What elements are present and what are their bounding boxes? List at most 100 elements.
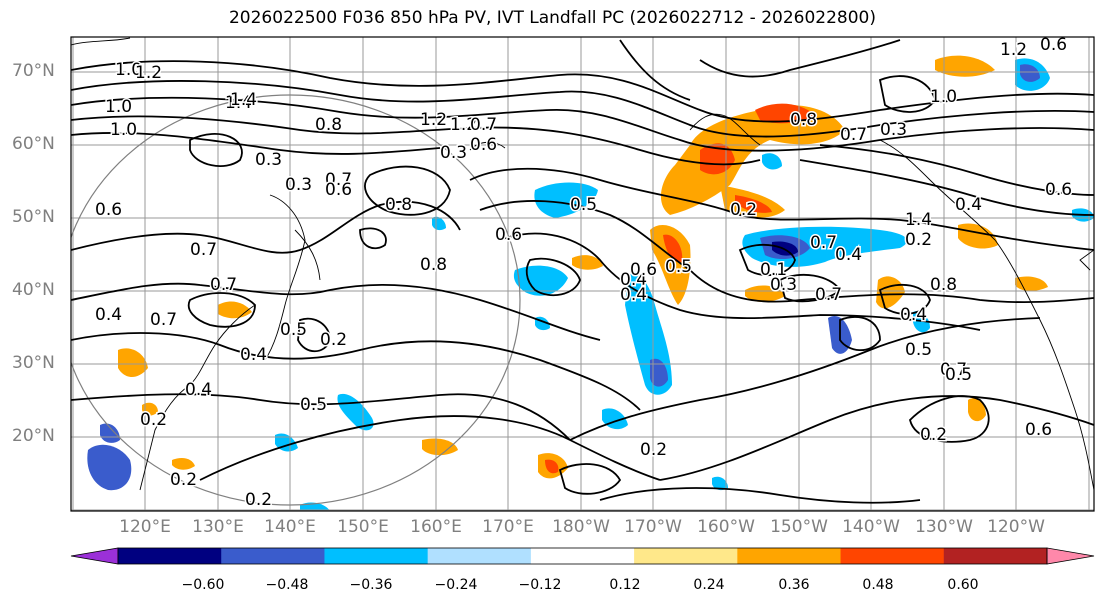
contour-label: 0.6 [95,200,122,220]
colorbar-segment [427,548,532,564]
colorbar-tick-label: 0.24 [693,577,725,593]
contour-label: 0.6 [495,225,522,245]
contour-label: 0.4 [620,285,647,305]
contour-label: 0.2 [920,425,947,445]
lon-label: 150°W [770,517,828,537]
contour-label: 0.8 [420,255,447,275]
contour-label: 1.2 [420,110,447,130]
colorbar-tick-label: 0.36 [778,577,810,593]
lon-label: 160°E [410,517,462,537]
colorbar-segment [118,548,222,564]
colorbar-tick-label: −0.24 [434,577,478,593]
lat-label: 60°N [12,134,55,154]
contour-label: 0.5 [280,320,307,340]
contour-label: 0.8 [790,110,817,130]
colorbar-extend-max [1046,547,1095,565]
contour-label: 0.7 [840,125,867,145]
contour-label: 0.8 [930,275,957,295]
contour-label: 1.0 [110,120,137,140]
contour-label: 0.7 [325,170,352,190]
contour-label: 0.3 [440,143,467,163]
contour-label: 0.3 [770,275,797,295]
lon-label: 170°E [482,517,534,537]
colorbar-tick-label: −0.12 [518,577,562,593]
contour-label: 0.4 [900,305,927,325]
contour-label: 0.2 [245,490,272,510]
coastlines [71,37,1094,491]
contour-label: 0.4 [95,305,122,325]
contour-label: 0.7 [940,360,967,380]
colorbar-segment [530,548,635,564]
contour-label: 1.0 [930,87,957,107]
contour-label: 0.5 [300,395,327,415]
colorbar-segment [324,548,429,564]
contour-label: 0.2 [170,470,197,490]
contour-label: 0.6 [1040,35,1067,55]
contour-label: 0.7 [815,285,842,305]
contour-label: 0.4 [185,380,212,400]
contour-label: 0.2 [140,410,167,430]
contour-label: 1.0 [105,97,132,117]
contour-label: 1.4 [225,93,252,113]
contour-label: 0.4 [955,195,982,215]
colorbar-tick-label: 0.60 [947,577,979,593]
lon-label: 120°E [119,517,171,537]
contour-label: 1.2 [135,63,162,83]
contour-label: 1.4 [230,90,257,110]
contour-label: 0.6 [470,135,497,155]
contour-label: 0.2 [640,440,667,460]
graticule [71,37,1094,511]
contour-label: 0.2 [730,200,757,220]
contour-label: 0.4 [620,270,647,290]
lon-label: 140°W [842,517,900,537]
contour-label: 0.4 [835,245,862,265]
contour-label: 0.6 [1045,180,1072,200]
contour-label: 1.2 [1000,40,1027,60]
lat-label: 70°N [12,61,55,81]
contour-labels: 1.01.21.41.01.00.30.60.80.71.20.30.30.70… [94,35,1074,511]
colorbar-frame [117,547,1048,565]
lon-label: 170°W [624,517,682,537]
lon-label: 180°W [552,517,610,537]
lat-label: 50°N [12,207,55,227]
contour-label: 0.8 [385,195,412,215]
negative-anomaly-patches [87,58,1094,511]
contour-label: 0.6 [1025,420,1052,440]
contour-label: 0.5 [665,257,692,277]
colorbar-segment [221,548,325,564]
lat-label: 40°N [12,280,55,300]
contour-label: 0.2 [320,330,347,350]
colorbar-tick-label: −0.36 [349,577,393,593]
colorbar-tick-label: 0.48 [862,577,894,593]
colorbar-segment [840,548,945,564]
contour-label: 0.7 [210,275,237,295]
contour-label: 0.3 [255,150,282,170]
contour-label: 0.8 [315,115,342,135]
lon-label: 130°W [915,517,973,537]
contour-label: 1.2 [450,115,477,135]
colorbar-segment [943,548,1048,564]
contour-label: 0.3 [880,120,907,140]
map-canvas: 1.01.21.41.01.00.30.60.80.71.20.30.30.70… [71,35,1094,511]
contour-label: 0.4 [240,345,267,365]
contour-label: 0.7 [150,310,177,330]
lon-label: 120°W [987,517,1045,537]
contour-label: 0.3 [285,175,312,195]
lat-label: 30°N [12,353,55,373]
colorbar-segment [737,548,842,564]
colorbar-tick-label: −0.48 [265,577,309,593]
contour-label: 0.5 [570,195,597,215]
contour-label: 0.7 [810,233,837,253]
range-circle [71,94,521,506]
contour-label: 0.7 [470,115,497,135]
pv-contours [71,39,1094,504]
colorbar-segment [634,548,738,564]
lat-label: 20°N [12,426,55,446]
lon-label: 130°E [192,517,244,537]
contour-label: 0.7 [190,240,217,260]
contour-label: 1.0 [115,60,142,80]
contour-label: 0.2 [905,230,932,250]
colorbar [70,547,1095,565]
map-frame [70,36,1095,512]
